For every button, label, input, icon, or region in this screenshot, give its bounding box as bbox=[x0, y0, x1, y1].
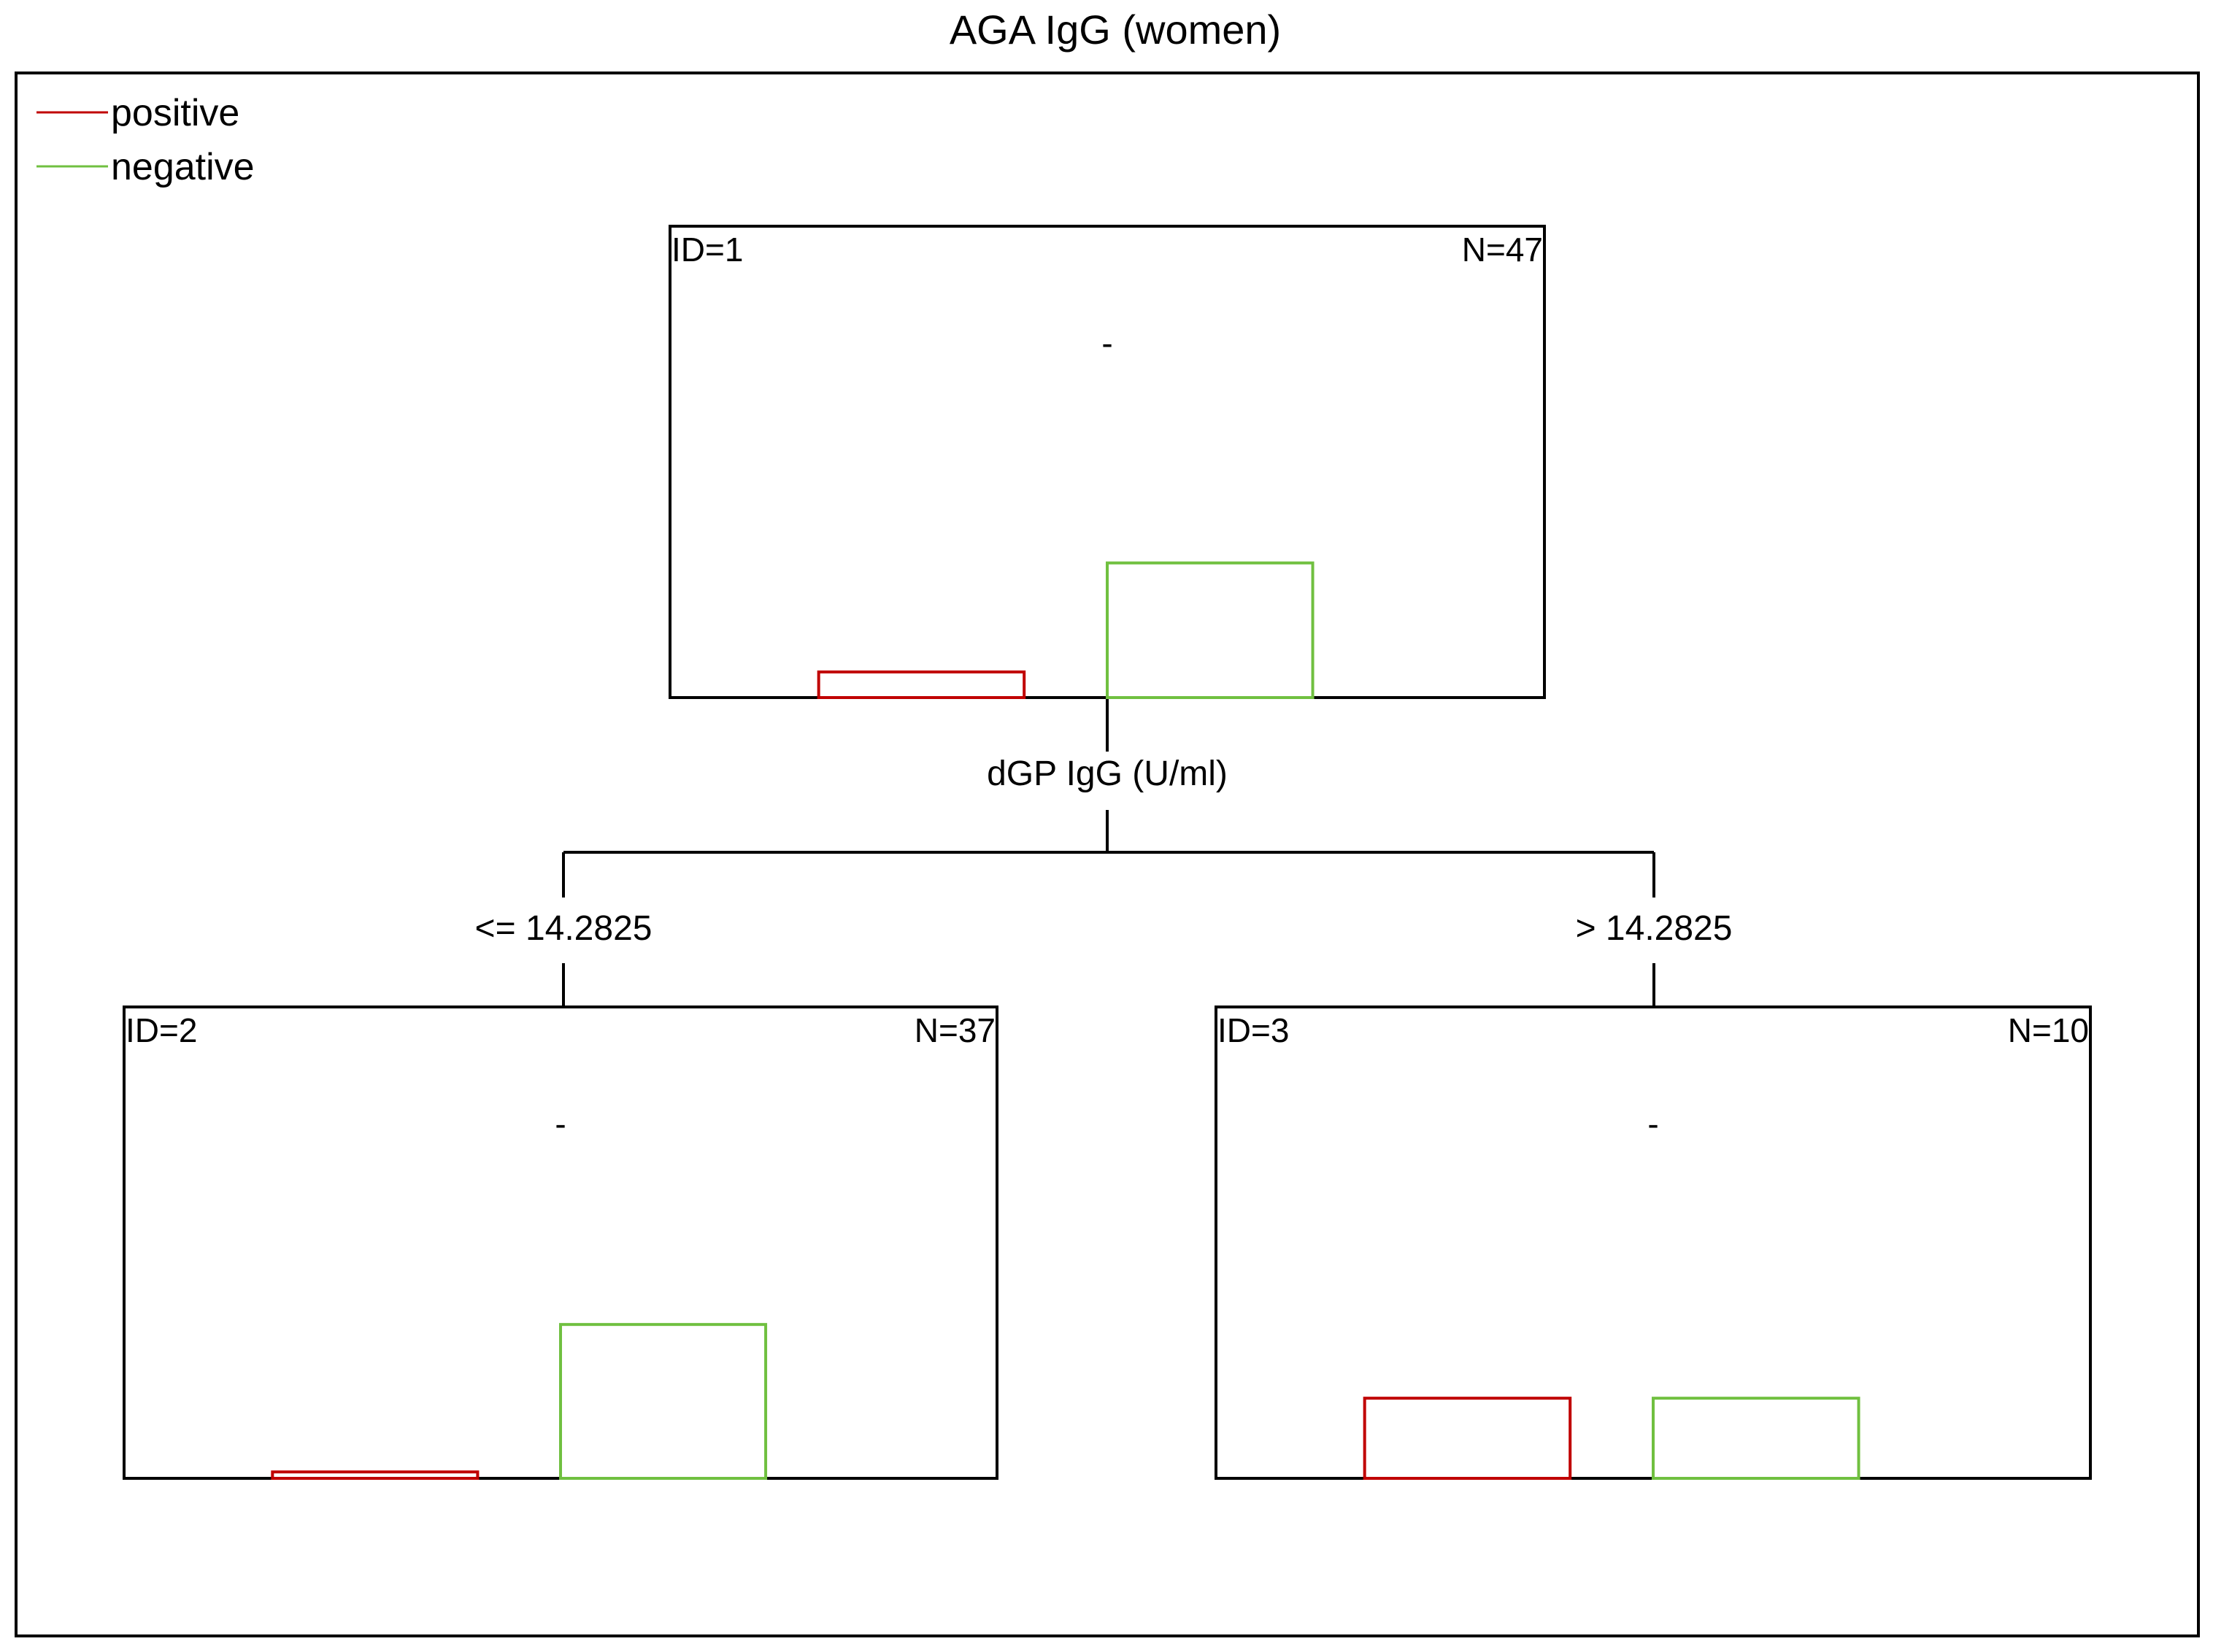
plot-frame bbox=[15, 72, 2200, 1637]
node-id-label: ID=1 bbox=[671, 231, 743, 269]
node-id-label: ID=2 bbox=[126, 1011, 197, 1049]
legend-item-positive: positive bbox=[36, 92, 239, 134]
bar-negative bbox=[1652, 1397, 1860, 1481]
node-class-label: - bbox=[1101, 324, 1112, 362]
split-left-condition: <= 14.2825 bbox=[475, 909, 653, 948]
legend-label-negative: negative bbox=[111, 146, 255, 188]
tree-node-2: ID=2 N=37 - bbox=[123, 1006, 998, 1481]
bar-negative bbox=[1106, 561, 1315, 699]
bar-positive bbox=[1363, 1397, 1572, 1481]
split-variable-label: dGP IgG (U/ml) bbox=[987, 754, 1228, 793]
bar-positive bbox=[271, 1470, 480, 1480]
tree-edges bbox=[562, 698, 1655, 1007]
tree-node-1: ID=1 N=47 - bbox=[669, 225, 1546, 700]
bar-negative bbox=[559, 1323, 768, 1481]
legend-label-positive: positive bbox=[111, 92, 239, 134]
node-n-label: N=10 bbox=[2008, 1011, 2089, 1049]
diagram-title: AGA IgG (women) bbox=[950, 7, 1281, 53]
node-class-label: - bbox=[555, 1105, 566, 1143]
tree-node-3: ID=3 N=10 - bbox=[1215, 1006, 2092, 1481]
bar-positive bbox=[817, 670, 1026, 700]
node-n-label: N=47 bbox=[1462, 231, 1543, 269]
legend: positive negative bbox=[36, 92, 255, 188]
split-right-condition: > 14.2825 bbox=[1576, 909, 1733, 948]
legend-item-negative: negative bbox=[36, 146, 255, 188]
node-id-label: ID=3 bbox=[1217, 1011, 1289, 1049]
node-class-label: - bbox=[1647, 1105, 1658, 1143]
node-n-label: N=37 bbox=[915, 1011, 996, 1049]
